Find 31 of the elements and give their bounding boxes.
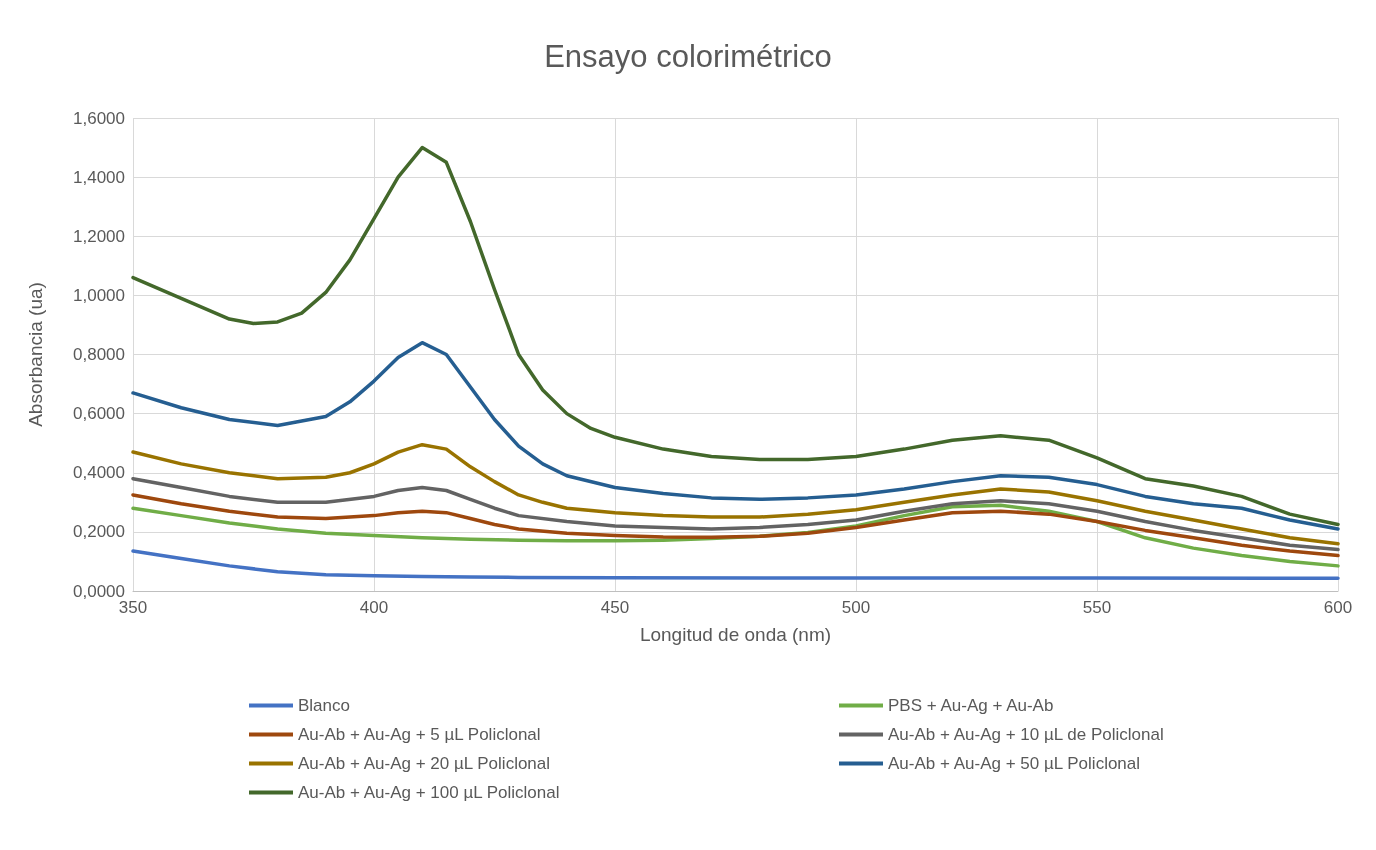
y-tick-label: 0,0000 [73, 581, 125, 601]
y-axis-title: Absorbancia (ua) [25, 282, 46, 427]
legend-label: Au-Ab + Au-Ag + 100 µL Policlonal [298, 783, 560, 802]
y-tick-label: 1,0000 [73, 285, 125, 305]
legend-label: Au-Ab + Au-Ag + 10 µL de Policlonal [888, 725, 1164, 744]
x-tick-label: 600 [1323, 598, 1353, 617]
x-tick-label: 550 [1082, 598, 1112, 617]
legend-label: Au-Ab + Au-Ag + 5 µL Policlonal [298, 725, 541, 744]
x-axis-title: Longitud de onda (nm) [639, 624, 832, 645]
legend-label: Blanco [298, 696, 350, 715]
legend-label: Au-Ab + Au-Ag + 20 µL Policlonal [298, 754, 551, 773]
legend-label: Au-Ab + Au-Ag + 50 µL Policlonal [888, 754, 1141, 773]
line-series [131, 549, 1340, 581]
y-tick-label: 1,4000 [73, 167, 125, 187]
line-series [131, 493, 1340, 558]
y-tick-label: 0,2000 [73, 522, 125, 542]
line-series [131, 340, 1340, 531]
x-tick-label: 350 [118, 598, 148, 617]
y-tick-label: 1,6000 [73, 108, 125, 128]
x-tick-label: 450 [600, 598, 630, 617]
line-series [131, 145, 1340, 527]
x-tick-label: 400 [359, 598, 389, 617]
line-series [131, 442, 1340, 546]
y-tick-label: 0,8000 [73, 345, 125, 364]
chart-title: Ensayo colorimétrico [544, 39, 832, 74]
line-series [131, 476, 1340, 552]
legend-label: PBS + Au-Ag + Au-Ab [888, 696, 1054, 715]
y-tick-label: 0,4000 [73, 463, 125, 483]
y-tick-label: 1,2000 [73, 226, 125, 246]
x-tick-label: 500 [841, 598, 871, 617]
y-tick-label: 0,6000 [73, 404, 125, 424]
